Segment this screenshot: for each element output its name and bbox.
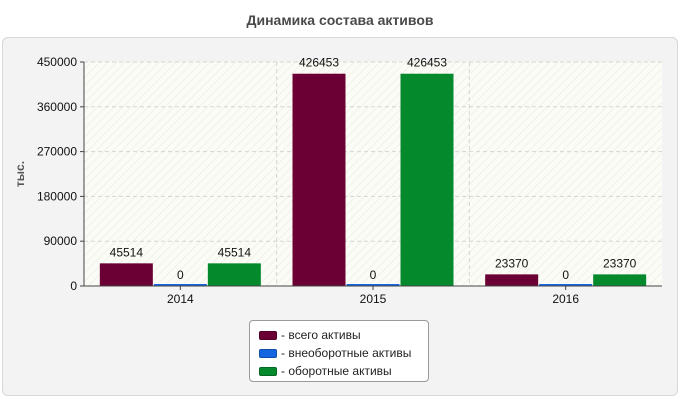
- data-label: 23370: [603, 256, 637, 270]
- legend-swatch-current-assets: [259, 366, 277, 376]
- bar: [153, 284, 207, 286]
- bar: [485, 274, 539, 286]
- x-tick-label: 2016: [552, 292, 579, 306]
- legend-label-noncurrent-assets: - внеоборотные активы: [281, 346, 412, 360]
- bars: [99, 73, 647, 286]
- bar: [292, 73, 346, 286]
- bar: [207, 263, 261, 286]
- legend-item-total-assets: - всего активы: [259, 326, 428, 344]
- bar: [539, 284, 593, 286]
- legend: - всего активы - внеоборотные активы - о…: [249, 320, 429, 382]
- bar: [400, 73, 454, 286]
- data-label: 45514: [110, 245, 144, 259]
- legend-label-total-assets: - всего активы: [281, 328, 361, 342]
- y-axis-label: тыс.: [13, 161, 27, 187]
- y-axis-ticks: 0 90000 180000 270000 360000 450000: [37, 55, 84, 293]
- y-tick-label: 360000: [37, 100, 77, 114]
- data-label: 426453: [407, 56, 447, 70]
- legend-swatch-total-assets: [259, 330, 277, 340]
- x-tick-label: 2015: [360, 292, 387, 306]
- legend-label-current-assets: - оборотные активы: [281, 364, 392, 378]
- data-label: 0: [562, 268, 569, 282]
- bar: [346, 284, 400, 286]
- data-label: 45514: [218, 245, 252, 259]
- plot-area: [84, 62, 662, 286]
- grid-lines: [84, 61, 662, 286]
- data-labels: 45514 0 45514 426453 0 426453 23370 0 23370: [110, 56, 637, 282]
- x-tick-label: 2014: [167, 292, 194, 306]
- legend-item-noncurrent-assets: - внеоборотные активы: [259, 344, 428, 362]
- bar: [99, 263, 153, 286]
- y-tick-label: 0: [70, 279, 77, 293]
- y-tick-label: 270000: [37, 145, 77, 159]
- x-axis-ticks: 2014 2015 2016: [167, 286, 579, 306]
- chart-title: Динамика состава активов: [246, 12, 434, 28]
- data-label: 23370: [495, 256, 529, 270]
- data-label: 426453: [299, 56, 339, 70]
- legend-swatch-noncurrent-assets: [259, 348, 277, 358]
- data-label: 0: [370, 268, 377, 282]
- y-tick-label: 180000: [37, 189, 77, 203]
- y-tick-label: 450000: [37, 55, 77, 69]
- y-tick-label: 90000: [44, 234, 78, 248]
- bar: [593, 274, 647, 286]
- legend-item-current-assets: - оборотные активы: [259, 362, 428, 380]
- data-label: 0: [177, 268, 184, 282]
